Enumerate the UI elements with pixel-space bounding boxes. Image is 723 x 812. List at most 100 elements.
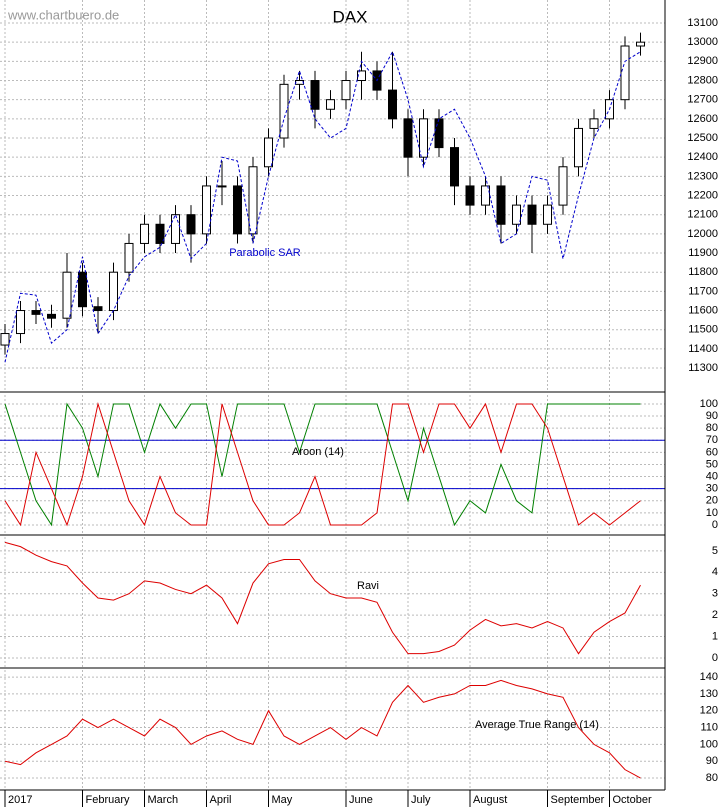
y-tick-label: 10 [706,507,718,519]
indicator-line [4,541,641,655]
x-tick-label: February [86,794,131,806]
y-tick-label: 80 [706,772,718,784]
candle-body [124,242,134,273]
candle-body [403,118,413,158]
candle-body [527,204,537,225]
candle-body [279,83,289,139]
candle-body [543,204,552,225]
y-tick-label: 60 [706,446,718,458]
candle-body [388,89,397,120]
candle-body [558,166,568,206]
candle-body [93,306,103,312]
candle-body [202,185,211,235]
y-tick-label: 90 [706,410,718,422]
candle-body [620,45,630,101]
x-tick-label: October [613,794,652,806]
indicator-line [4,402,641,527]
candle-body [16,310,25,335]
y-tick-label: 0 [712,652,718,664]
y-tick-label: 13000 [687,36,718,48]
y-tick-label: 0 [712,519,718,531]
candle-body [248,166,258,235]
y-tick-label: 40 [706,470,718,482]
y-tick-label: 120 [700,705,718,717]
candle-body [217,185,227,188]
y-tick-label: 11900 [688,247,718,259]
y-tick-label: 11500 [688,324,718,336]
candle-body [171,214,180,244]
y-tick-label: 130 [700,688,718,700]
candle-body [140,223,149,244]
candle-body [233,185,242,235]
candle-body [419,118,428,158]
panel-title: Average True Range (14) [475,719,599,731]
y-tick-label: 12300 [687,170,718,182]
y-tick-label: 12500 [687,132,718,144]
y-tick-label: 3 [712,588,718,600]
y-tick-label: 12100 [687,209,718,221]
y-tick-label: 5 [712,545,718,557]
y-tick-label: 11400 [688,343,718,355]
indicator-line [4,679,641,779]
y-tick-label: 12700 [687,94,718,106]
y-tick-label: 12400 [687,151,718,163]
candle-body [310,80,320,110]
y-tick-label: 140 [700,671,718,683]
candle-body [295,80,304,85]
y-tick-label: 12200 [687,189,718,201]
chart-title: DAX [333,7,368,26]
candle-body [326,99,335,110]
y-tick-label: 12900 [687,55,718,67]
x-tick-label: April [210,794,232,806]
candle-body [62,271,72,319]
x-tick-label: 2017 [8,794,32,806]
y-tick-label: 4 [712,566,718,578]
x-tick-label: June [349,794,373,806]
y-tick-label: 12800 [687,74,718,86]
candle-body [636,41,645,47]
candle-body [465,185,475,206]
candle-body [47,313,56,319]
candle-body [450,147,459,187]
y-tick-label: 100 [700,398,718,410]
x-tick-label: August [473,794,507,806]
candle-body [357,70,366,82]
y-tick-label: 13100 [687,17,718,29]
y-tick-label: 70 [706,434,718,446]
candle-body [155,223,165,244]
y-tick-label: 110 [700,721,718,733]
y-tick-label: 11600 [688,304,718,316]
candle-body [496,185,506,225]
y-tick-label: 20 [706,495,718,507]
x-tick-label: May [272,794,293,806]
y-tick-label: 11800 [688,266,718,278]
indicator-line [4,402,641,527]
candle-body [434,118,444,149]
panel-title: Aroon (14) [292,446,344,458]
y-tick-label: 90 [706,755,718,767]
candle-body [481,185,490,206]
candle-body [31,310,41,315]
y-tick-label: 11700 [688,285,718,297]
x-tick-label: September [551,794,605,806]
x-tick-label: March [148,794,179,806]
x-tick-label: July [411,794,431,806]
y-tick-label: 2 [712,609,718,621]
candle-body [574,127,583,168]
y-tick-label: 1 [712,630,718,642]
y-tick-label: 50 [706,458,718,470]
candle-body [109,271,118,312]
candle-body [264,137,273,168]
candle-body [341,80,351,101]
candle-body [0,333,10,346]
candle-body [512,204,521,225]
y-tick-label: 11300 [688,362,718,374]
y-tick-label: 100 [700,738,718,750]
candle-body [78,271,87,308]
annotation: Parabolic SAR [229,247,301,259]
watermark: www.chartbuero.de [7,7,119,22]
panel-title: Ravi [357,580,379,592]
y-tick-label: 12600 [687,113,718,125]
y-tick-label: 12000 [687,228,718,240]
